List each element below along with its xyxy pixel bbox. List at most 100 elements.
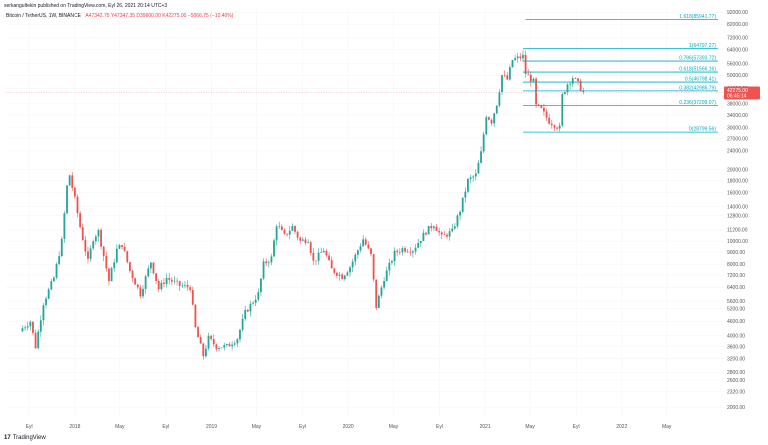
ohlc-values: A47342.75 Y47347.35 D39600.00 K42275.00 … <box>85 13 234 19</box>
candle <box>89 245 92 262</box>
candle-body <box>474 173 477 177</box>
candle-body <box>443 234 446 236</box>
candle <box>123 242 126 252</box>
candle <box>467 177 469 194</box>
candle <box>487 116 490 121</box>
candle <box>68 174 71 186</box>
candle-body <box>487 117 490 120</box>
candle-body <box>113 262 116 269</box>
candle <box>312 248 315 266</box>
time-tick-label: May <box>662 424 672 430</box>
candle-body <box>102 246 105 256</box>
candle-body <box>257 292 260 300</box>
time-tick-label: May <box>525 424 535 430</box>
candle-body <box>108 268 110 282</box>
candle <box>393 247 396 266</box>
candle-body <box>430 225 433 229</box>
candle-body <box>73 187 76 197</box>
candle <box>419 240 422 247</box>
candle-body <box>377 295 380 309</box>
candle <box>197 325 199 338</box>
candle <box>440 230 443 240</box>
candle <box>149 262 152 274</box>
candle <box>163 278 165 288</box>
price-tick-label: 20000.00 <box>727 168 748 174</box>
candle <box>26 321 29 331</box>
candle-body <box>97 229 100 237</box>
candle-body <box>163 282 165 284</box>
candle-body <box>278 226 281 227</box>
price-tick-label: 64000.00 <box>727 48 748 54</box>
candle <box>94 234 97 245</box>
candle <box>514 54 517 62</box>
candle <box>550 119 553 129</box>
candle-body <box>508 67 511 80</box>
candle-body <box>503 75 506 76</box>
candle-body <box>123 246 126 252</box>
candle <box>296 230 299 241</box>
candle <box>336 271 338 279</box>
candle <box>398 248 401 256</box>
candle <box>362 235 365 247</box>
price-tick-label: 5200.00 <box>727 306 745 312</box>
candle <box>409 246 412 256</box>
candle <box>380 285 383 299</box>
candle <box>569 82 572 90</box>
candle <box>260 277 262 296</box>
time-tick-label: May <box>252 424 262 430</box>
price-tick-label: 2600.00 <box>727 378 745 384</box>
candle-body <box>398 252 401 253</box>
candle <box>372 253 375 282</box>
candle-body <box>288 230 291 235</box>
candle <box>215 343 218 352</box>
candle <box>304 237 307 246</box>
candle <box>459 210 462 221</box>
candle-body <box>401 248 404 253</box>
candle-body <box>330 260 333 269</box>
tradingview-brand-text: TradingView <box>12 435 46 441</box>
candle <box>50 278 53 291</box>
candle-body <box>563 92 566 95</box>
candle-body <box>453 226 456 229</box>
candle <box>157 279 160 293</box>
fib-level-label: 1.618(85941.77) <box>679 14 716 20</box>
candle <box>472 174 475 182</box>
candle <box>480 146 482 164</box>
candle <box>443 230 446 236</box>
candle-body <box>294 226 296 232</box>
candle <box>524 50 527 78</box>
candle-body <box>501 75 503 92</box>
candle-body <box>315 260 317 262</box>
candle <box>81 223 84 241</box>
candle-body <box>417 243 420 248</box>
candle <box>42 302 45 326</box>
candle <box>126 250 129 264</box>
price-tick-label: 72000.00 <box>727 35 748 41</box>
candle <box>291 223 294 232</box>
candle-body <box>110 268 113 282</box>
price-tick-label: 8000.00 <box>727 262 745 268</box>
candle <box>430 223 433 232</box>
candle <box>328 252 330 261</box>
candle-body <box>149 262 152 269</box>
candle-body <box>406 251 409 253</box>
candle-body <box>301 239 304 241</box>
candle <box>241 314 244 332</box>
candle <box>152 262 155 275</box>
candle-body <box>291 226 294 231</box>
candle <box>210 334 213 341</box>
candle <box>532 77 535 82</box>
candle-body <box>341 274 344 280</box>
candle-body <box>173 280 176 282</box>
candle-body <box>126 251 129 263</box>
candle-body <box>511 60 514 68</box>
candle <box>495 105 498 115</box>
candle <box>320 247 323 253</box>
candle <box>147 265 150 278</box>
candle-body <box>160 282 163 290</box>
candle <box>39 315 42 337</box>
candle <box>553 124 556 131</box>
candle <box>349 265 351 277</box>
time-tick-label: 2021 <box>480 424 491 430</box>
